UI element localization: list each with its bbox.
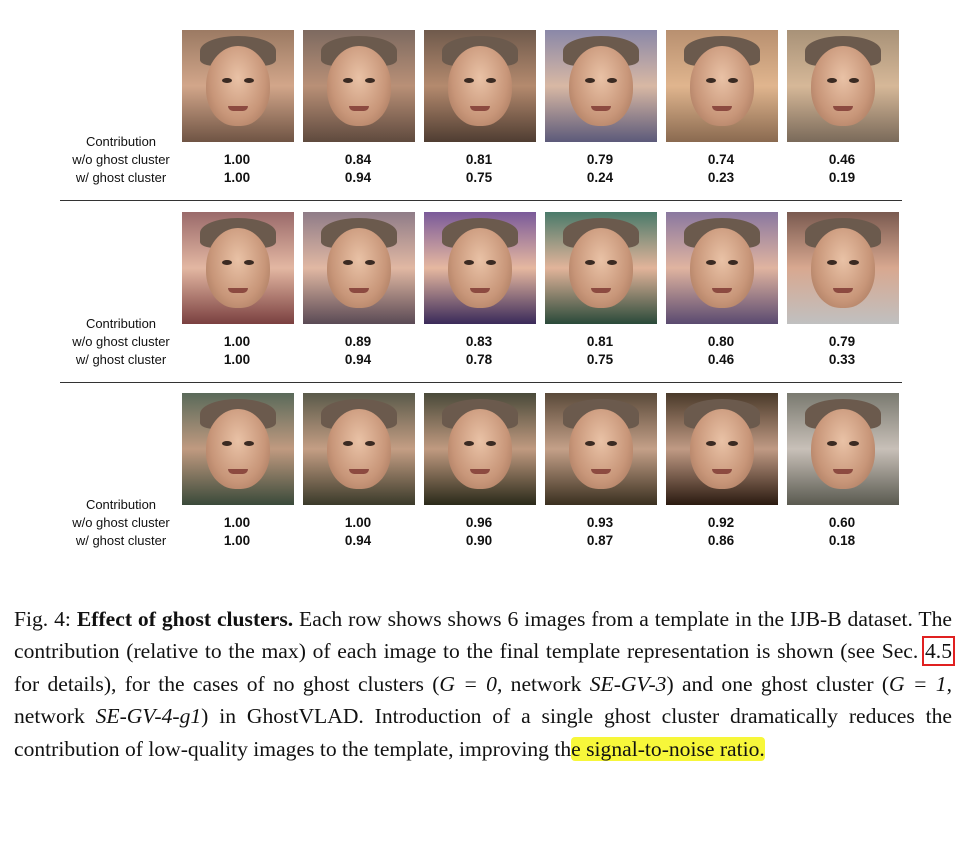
value-without-ghost: 1.00: [344, 515, 372, 530]
face-image: [787, 30, 899, 142]
face-image: [303, 393, 415, 505]
face-image: [787, 212, 899, 324]
value-with-ghost: 0.19: [828, 170, 856, 185]
face-image: [787, 393, 899, 505]
value-without-ghost: 0.84: [344, 152, 372, 167]
template-row: Contribution w/o ghost cluster w/ ghost cl…: [0, 212, 959, 392]
value-without-ghost: 0.83: [465, 334, 493, 349]
caption-title: Effect of ghost clusters.: [76, 607, 294, 631]
face-image: [545, 393, 657, 505]
contribution-label: Contribution: [85, 316, 157, 331]
value-with-ghost: 0.90: [465, 533, 493, 548]
caption-math: G = 0: [439, 671, 497, 696]
without-ghost-label: w/o ghost cluster: [72, 515, 170, 530]
caption-network-name: SE-GV-4-g1: [95, 704, 202, 729]
value-without-ghost: 0.89: [344, 334, 372, 349]
value-with-ghost: 0.78: [465, 352, 493, 367]
face-image: [666, 30, 778, 142]
value-without-ghost: 0.60: [828, 515, 856, 530]
value-with-ghost: 0.94: [344, 533, 372, 548]
value-with-ghost: 1.00: [223, 352, 251, 367]
face-image: [666, 393, 778, 505]
section-reference-link[interactable]: 4.5: [922, 636, 955, 667]
face-image: [303, 212, 415, 324]
value-without-ghost: 0.96: [465, 515, 493, 530]
value-without-ghost: 0.79: [828, 334, 856, 349]
value-without-ghost: 0.46: [828, 152, 856, 167]
value-with-ghost: 0.23: [707, 170, 735, 185]
value-without-ghost: 0.92: [707, 515, 735, 530]
figure-caption: Fig. 4: Effect of ghost clusters. Each r…: [14, 603, 955, 765]
face-image: [303, 30, 415, 142]
caption-text: , network: [14, 671, 952, 729]
face-image: [182, 30, 294, 142]
caption-text: , network: [496, 671, 590, 696]
value-with-ghost: 0.18: [828, 533, 856, 548]
with-ghost-label: w/ ghost cluster: [75, 170, 167, 185]
value-without-ghost: 0.81: [465, 152, 493, 167]
value-with-ghost: 0.87: [586, 533, 614, 548]
value-with-ghost: 0.46: [707, 352, 735, 367]
face-image: [545, 212, 657, 324]
caption-text: Each row shows shows 6 images from a tem…: [14, 607, 952, 664]
caption-text: ) in GhostVLAD. Introduction of a single…: [14, 704, 952, 761]
value-with-ghost: 0.94: [344, 170, 372, 185]
without-ghost-label: w/o ghost cluster: [72, 152, 170, 167]
face-image: [666, 212, 778, 324]
contribution-label: Contribution: [85, 497, 157, 512]
with-ghost-label: w/ ghost cluster: [75, 533, 167, 548]
face-image: [424, 393, 536, 505]
value-without-ghost: 0.80: [707, 334, 735, 349]
value-without-ghost: 0.81: [586, 334, 614, 349]
face-image: [182, 212, 294, 324]
row-divider: [60, 382, 902, 383]
face-image: [545, 30, 657, 142]
value-with-ghost: 1.00: [223, 170, 251, 185]
value-with-ghost: 0.75: [586, 352, 614, 367]
value-without-ghost: 0.79: [586, 152, 614, 167]
value-with-ghost: 0.24: [586, 170, 614, 185]
caption-text: for details), for the cases of no ghost …: [14, 671, 440, 696]
caption-text: ) and one ghost cluster (: [666, 671, 890, 696]
face-image: [424, 30, 536, 142]
template-row: Contribution w/o ghost cluster w/ ghost cl…: [0, 393, 959, 573]
caption-prefix: Fig. 4:: [14, 607, 77, 631]
without-ghost-label: w/o ghost cluster: [72, 334, 170, 349]
contribution-label: Contribution: [85, 134, 157, 149]
face-image: [182, 393, 294, 505]
value-with-ghost: 0.94: [344, 352, 372, 367]
caption-network-name: SE-GV-3: [589, 671, 667, 696]
value-with-ghost: 1.00: [223, 533, 251, 548]
value-without-ghost: 0.93: [586, 515, 614, 530]
caption-math: G = 1: [889, 671, 947, 696]
value-without-ghost: 0.74: [707, 152, 735, 167]
template-row: Contribution w/o ghost cluster w/ ghost cl…: [0, 30, 959, 210]
with-ghost-label: w/ ghost cluster: [75, 352, 167, 367]
value-with-ghost: 0.75: [465, 170, 493, 185]
value-with-ghost: 0.33: [828, 352, 856, 367]
value-without-ghost: 1.00: [223, 515, 251, 530]
value-with-ghost: 0.86: [707, 533, 735, 548]
value-without-ghost: 1.00: [223, 152, 251, 167]
row-divider: [60, 200, 902, 201]
face-image: [424, 212, 536, 324]
value-without-ghost: 1.00: [223, 334, 251, 349]
highlighted-text[interactable]: e signal-to-noise ratio.: [571, 736, 765, 761]
